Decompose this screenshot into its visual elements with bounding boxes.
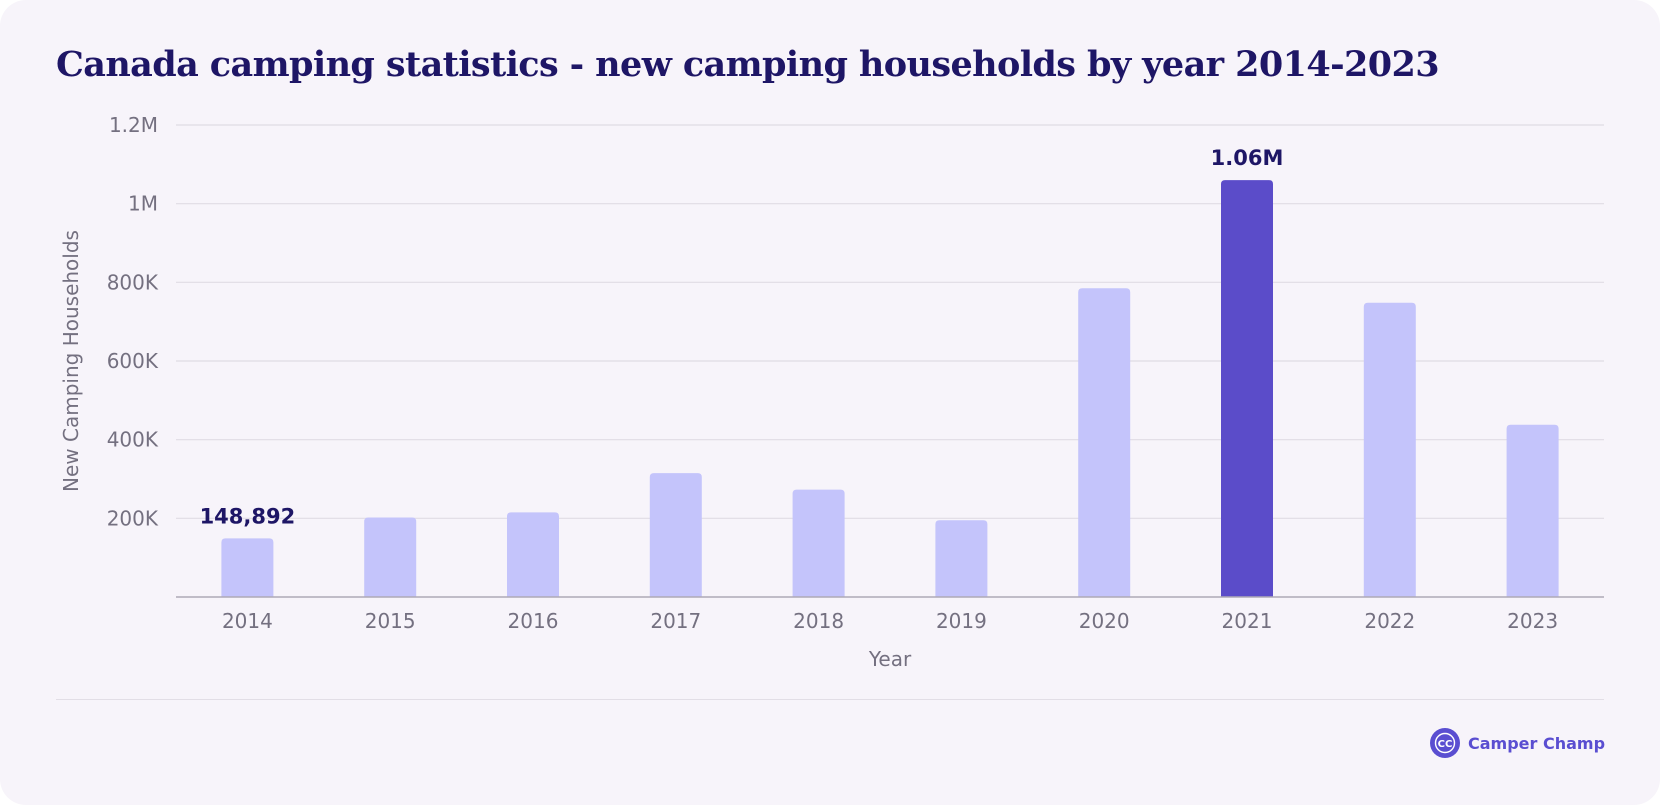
y-tick-label: 400K: [107, 428, 159, 452]
camper-champ-logo-icon: CC: [1430, 728, 1460, 758]
x-tick-label: 2014: [222, 609, 273, 633]
x-tick-label: 2020: [1079, 609, 1130, 633]
y-tick-label: 1M: [128, 192, 158, 216]
bars: [221, 180, 1559, 598]
x-tick-label: 2023: [1507, 609, 1558, 633]
bar-2016: [507, 512, 559, 597]
footer-divider: [56, 699, 1604, 700]
x-tick-label: 2015: [365, 609, 416, 633]
y-tick-label: 800K: [107, 270, 159, 294]
bar-2023: [1506, 424, 1559, 597]
bar-2022: [1363, 302, 1416, 597]
x-axis-title: Year: [868, 647, 912, 671]
bar-2015: [364, 517, 417, 597]
data-label: 1.06M: [1211, 146, 1284, 170]
x-tick-label: 2017: [650, 609, 701, 633]
y-tick-label: 600K: [107, 349, 159, 373]
bar-2020: [1078, 288, 1131, 597]
x-tick-label: 2022: [1364, 609, 1415, 633]
x-tick-label: 2019: [936, 609, 987, 633]
brand-name: Camper Champ: [1468, 733, 1606, 753]
logo-monogram: CC: [1438, 739, 1453, 750]
data-label: 148,892: [200, 504, 296, 528]
bar-2021: [1221, 180, 1273, 598]
y-tick-labels: 200K 400K 600K 800K 1M 1.2M: [107, 113, 159, 530]
bar-2014: [221, 538, 274, 597]
bar-2017: [649, 473, 702, 597]
y-tick-label: 200K: [107, 506, 159, 530]
data-labels: 148,892 1.06M: [200, 146, 1284, 528]
bar-2019: [935, 520, 988, 597]
y-axis-title: New Camping Households: [59, 230, 83, 492]
brand-badge: CC Camper Champ: [1430, 728, 1605, 758]
chart-title: Canada camping statistics - new camping …: [56, 44, 1440, 85]
x-tick-label: 2018: [793, 609, 844, 633]
x-tick-labels: 2014 2015 2016 2017 2018 2019 2020 2021 2022 2023: [222, 609, 1558, 633]
x-tick-label: 2021: [1222, 609, 1273, 633]
y-tick-label: 1.2M: [109, 113, 158, 137]
bar-2018: [792, 489, 845, 597]
x-tick-label: 2016: [508, 609, 559, 633]
